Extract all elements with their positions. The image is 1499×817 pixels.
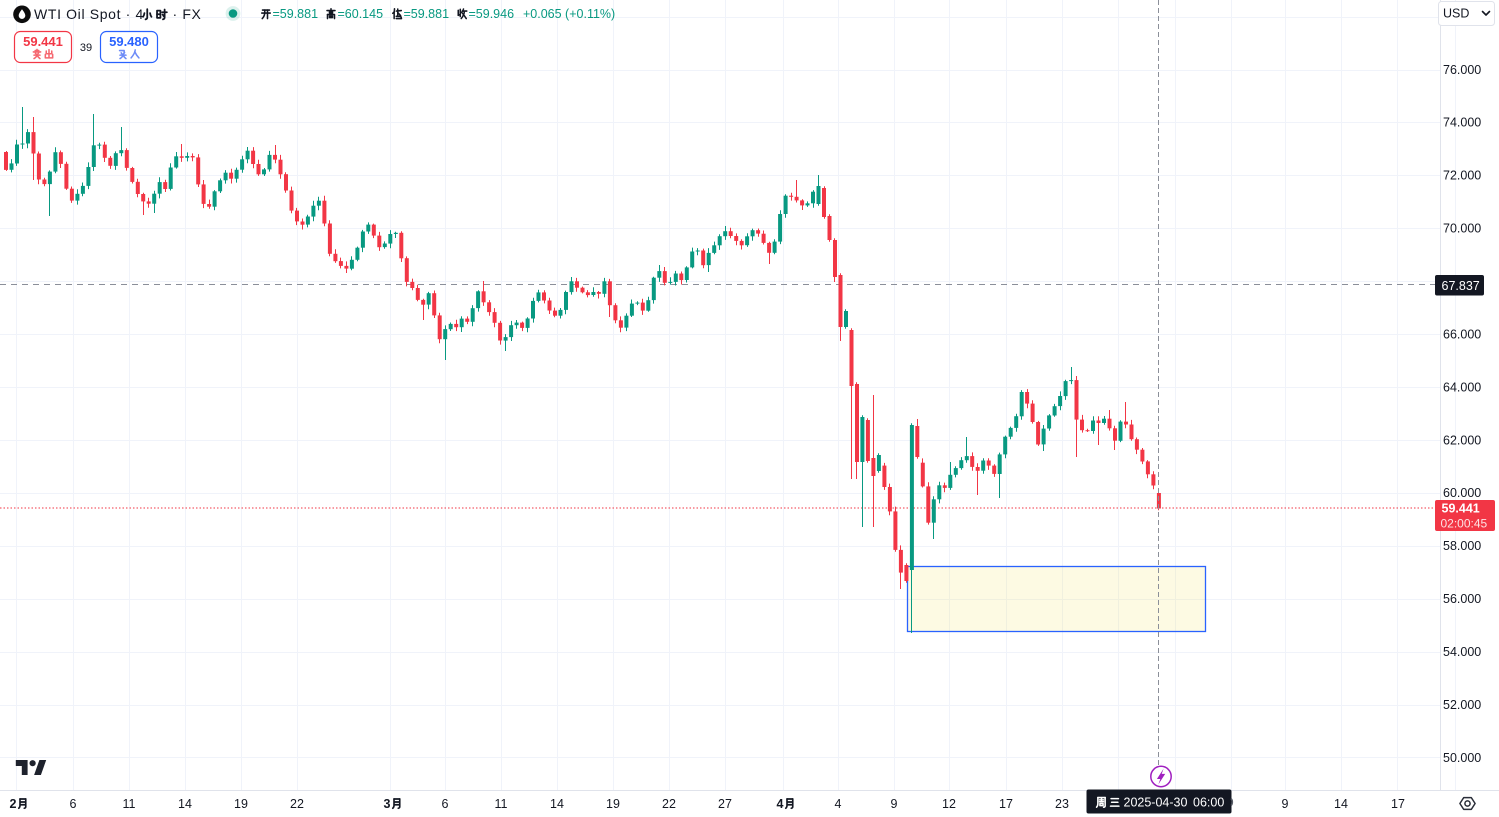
- svg-text:56.000: 56.000: [1443, 592, 1481, 606]
- svg-text:=59.881: =59.881: [273, 7, 319, 21]
- svg-text:27: 27: [718, 797, 732, 811]
- svg-text:39: 39: [80, 42, 92, 54]
- svg-text:58.000: 58.000: [1443, 539, 1481, 553]
- svg-text:2: 2: [10, 797, 17, 811]
- svg-text:52.000: 52.000: [1443, 698, 1481, 712]
- svg-text:74.000: 74.000: [1443, 116, 1481, 130]
- svg-text:14: 14: [550, 797, 564, 811]
- svg-text:6: 6: [70, 797, 77, 811]
- svg-text:+0.065 (+0.11%): +0.065 (+0.11%): [523, 7, 615, 21]
- svg-text:22: 22: [290, 797, 304, 811]
- svg-text:14: 14: [1334, 797, 1348, 811]
- svg-text:6: 6: [442, 797, 449, 811]
- svg-text:3: 3: [384, 797, 391, 811]
- svg-text:54.000: 54.000: [1443, 645, 1481, 659]
- svg-text:23: 23: [1055, 797, 1069, 811]
- svg-text:USD: USD: [1443, 7, 1469, 21]
- svg-text:72.000: 72.000: [1443, 169, 1481, 183]
- svg-text:11: 11: [123, 797, 136, 811]
- svg-text:=60.145: =60.145: [338, 7, 384, 21]
- svg-text:17: 17: [999, 797, 1013, 811]
- svg-text:17: 17: [1391, 797, 1405, 811]
- svg-text:2025-04-30: 2025-04-30: [1124, 796, 1188, 810]
- svg-text:22: 22: [662, 797, 676, 811]
- svg-text:· FX: · FX: [173, 6, 202, 22]
- svg-text:62.000: 62.000: [1443, 433, 1481, 447]
- svg-text:60.000: 60.000: [1443, 486, 1481, 500]
- svg-text:64.000: 64.000: [1443, 380, 1481, 394]
- svg-text:=59.881: =59.881: [404, 7, 450, 21]
- svg-text:59.480: 59.480: [109, 34, 149, 49]
- svg-text:66.000: 66.000: [1443, 327, 1481, 341]
- svg-text:9: 9: [891, 797, 898, 811]
- svg-text:50.000: 50.000: [1443, 751, 1481, 765]
- svg-text:4: 4: [777, 797, 784, 811]
- svg-text:14: 14: [178, 797, 192, 811]
- svg-text:19: 19: [234, 797, 248, 811]
- svg-text:59.441: 59.441: [23, 34, 63, 49]
- svg-text:12: 12: [942, 797, 956, 811]
- svg-text:4: 4: [835, 797, 842, 811]
- svg-text:19: 19: [606, 797, 620, 811]
- svg-text:06:00: 06:00: [1193, 796, 1224, 810]
- svg-text:11: 11: [495, 797, 508, 811]
- svg-text:67.837: 67.837: [1442, 279, 1480, 293]
- svg-text:70.000: 70.000: [1443, 222, 1481, 236]
- svg-text:02:00:45: 02:00:45: [1441, 517, 1488, 531]
- svg-text:=59.946: =59.946: [469, 7, 515, 21]
- svg-text:WTI Oil Spot · 4: WTI Oil Spot · 4: [34, 6, 144, 22]
- svg-text:9: 9: [1282, 797, 1289, 811]
- svg-text:59.441: 59.441: [1442, 502, 1480, 516]
- svg-text:76.000: 76.000: [1443, 63, 1481, 77]
